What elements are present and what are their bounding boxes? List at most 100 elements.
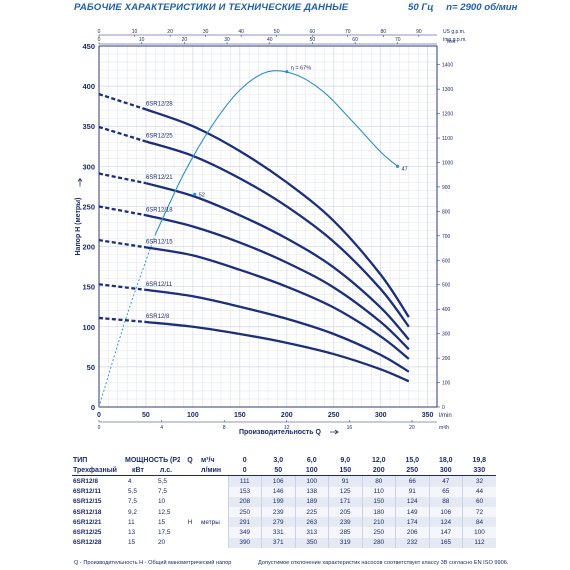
imp-gpm-tick-label: 30 xyxy=(224,37,230,43)
head-value-cell: 250 xyxy=(361,527,396,538)
us-gpm-tick-label: 20 xyxy=(167,29,173,35)
x-tick-label: 350 xyxy=(422,412,434,419)
feet-tick-label: 600 xyxy=(442,258,451,264)
head-value-cell: 291 xyxy=(227,517,262,528)
feet-tick-label: 1200 xyxy=(442,112,453,118)
curve-6SR12-8-dashed xyxy=(98,316,147,324)
imp-gpm-tick-label: 50 xyxy=(310,37,316,43)
head-value-cell: 66 xyxy=(395,475,429,487)
y-tick-label: 150 xyxy=(82,283,95,292)
head-value-cell: 110 xyxy=(361,486,396,497)
curve-6SR12-11 xyxy=(145,288,410,373)
efficiency-start-label: 52 xyxy=(199,192,205,198)
h-symbol xyxy=(180,476,200,487)
head-value-cell: 112 xyxy=(462,537,496,548)
head-value-cell: 91 xyxy=(328,475,362,487)
row-kw: 9,2 xyxy=(128,508,137,516)
head-value-cell: 171 xyxy=(328,496,362,507)
header-specs: 50 Гц n= 2900 об/мин xyxy=(408,2,527,13)
imp-gpm-tick-label: 10 xyxy=(139,37,145,43)
curve-label: 6SR12/11 xyxy=(146,282,173,288)
curve-label: 6SR12/8 xyxy=(146,314,170,320)
curve-6SR12-8 xyxy=(145,320,410,383)
head-value-cell: 153 xyxy=(227,486,262,497)
row-kw: 13 xyxy=(128,528,136,536)
row-hp: 12,5 xyxy=(158,508,171,516)
us-gpm-tick-label: 0 xyxy=(98,29,101,35)
flow-lmin-cell: 50 xyxy=(261,465,295,477)
efficiency-curve-line xyxy=(154,70,398,235)
head-value-cell: 206 xyxy=(395,527,429,538)
us-gpm-tick-label: 90 xyxy=(416,29,422,35)
curve-label: 6SR12/18 xyxy=(146,207,173,213)
curves xyxy=(98,93,410,383)
h-symbol xyxy=(180,507,200,517)
head-value-cell: 147 xyxy=(428,527,463,538)
imp-gpm-tick-label: 0 xyxy=(98,37,101,43)
curve-6SR12-25-dashed xyxy=(98,125,147,143)
us-gpm-tick-label: 80 xyxy=(381,29,387,35)
h-unit xyxy=(200,538,228,548)
us-gpm-tick-label: 60 xyxy=(309,29,315,35)
imp-gpm-tick-label: 70 xyxy=(395,37,401,43)
curve-label: 6SR12/25 xyxy=(146,133,173,139)
head-value-cell: 138 xyxy=(294,486,329,497)
curve-6SR12-21-dashed xyxy=(98,172,147,185)
flow-m3h-cell: 19,8 xyxy=(472,456,487,464)
flow-m3h-cell: 12,0 xyxy=(371,456,386,464)
curve-6SR12-11-dashed xyxy=(98,283,147,292)
flow-m3h-cell: 0 xyxy=(242,456,247,464)
h-unit xyxy=(200,487,228,497)
head-value-cell: 232 xyxy=(395,537,429,548)
table-row: 6SR12/8 4 5,5 111 106 100 91 80 66 47 32 xyxy=(72,475,496,487)
curve-label: 6SR12/21 xyxy=(146,175,173,181)
row-model: 6SR12/28 xyxy=(73,539,102,547)
row-model: 6SR12/21 xyxy=(73,518,102,526)
head-value-cell: 239 xyxy=(261,506,295,518)
head-value-cell: 263 xyxy=(294,517,329,528)
axes: 0501001502002503003504004500100200300400… xyxy=(75,29,467,436)
h-unit xyxy=(200,507,228,517)
q-symbol: Q xyxy=(187,456,193,464)
head-value-cell: 279 xyxy=(261,517,295,528)
h-symbol: H xyxy=(187,518,193,526)
efficiency-start-marker xyxy=(193,192,197,197)
row-hp: 5,5 xyxy=(158,477,167,485)
imp-gpm-tick-label: 20 xyxy=(182,37,188,43)
h-symbol xyxy=(180,487,200,497)
curve-6SR12-28 xyxy=(145,108,410,318)
feet-tick-label: 0 xyxy=(442,405,445,411)
row-kw: 11 xyxy=(128,518,135,526)
flow-lmin-cell: 300 xyxy=(429,465,463,477)
feet-tick-label: 300 xyxy=(442,332,451,338)
head-value-cell: 149 xyxy=(395,506,429,518)
table-subheader-row: Трехфазный кВт л.с. л/мин 0 50 100 150 200 250 300… xyxy=(72,465,496,477)
curve-6SR12-18-dashed xyxy=(98,205,147,217)
frequency-label: 50 Гц xyxy=(408,2,434,13)
flow-m3h-cell: 15,0 xyxy=(405,456,420,464)
imp-gpm-tick-label: 60 xyxy=(352,37,358,43)
spacer xyxy=(180,465,200,477)
flow-lmin-cell: 200 xyxy=(362,465,396,477)
us-gpm-tick-label: 50 xyxy=(274,29,280,35)
head-value-cell: 60 xyxy=(462,496,496,507)
x-unit-lmin: l/min xyxy=(439,413,452,419)
row-hp: 7,5 xyxy=(158,488,167,496)
col-hp: л.с. xyxy=(152,465,180,477)
head-value-cell: 150 xyxy=(361,496,396,507)
m3h-tick-label: 16 xyxy=(347,425,353,431)
row-hp: 20 xyxy=(158,539,166,547)
x-axis-title: Производительность Q xyxy=(239,429,322,436)
head-value-cell: 390 xyxy=(227,537,262,548)
us-gpm-tick-label: 10 xyxy=(132,29,138,35)
head-value-cell: 100 xyxy=(462,527,496,538)
x-tick-label: 300 xyxy=(375,412,387,419)
imp-gpm-tick-label: 40 xyxy=(267,37,273,43)
y-tick-label: 300 xyxy=(82,162,95,171)
head-value-cell: 349 xyxy=(227,527,262,538)
efficiency-end-label: 47 xyxy=(402,166,408,172)
row-kw: 15 xyxy=(128,539,136,547)
footer-note: Допустимое отклонение характеристик насо… xyxy=(258,560,509,566)
grid xyxy=(98,45,438,408)
